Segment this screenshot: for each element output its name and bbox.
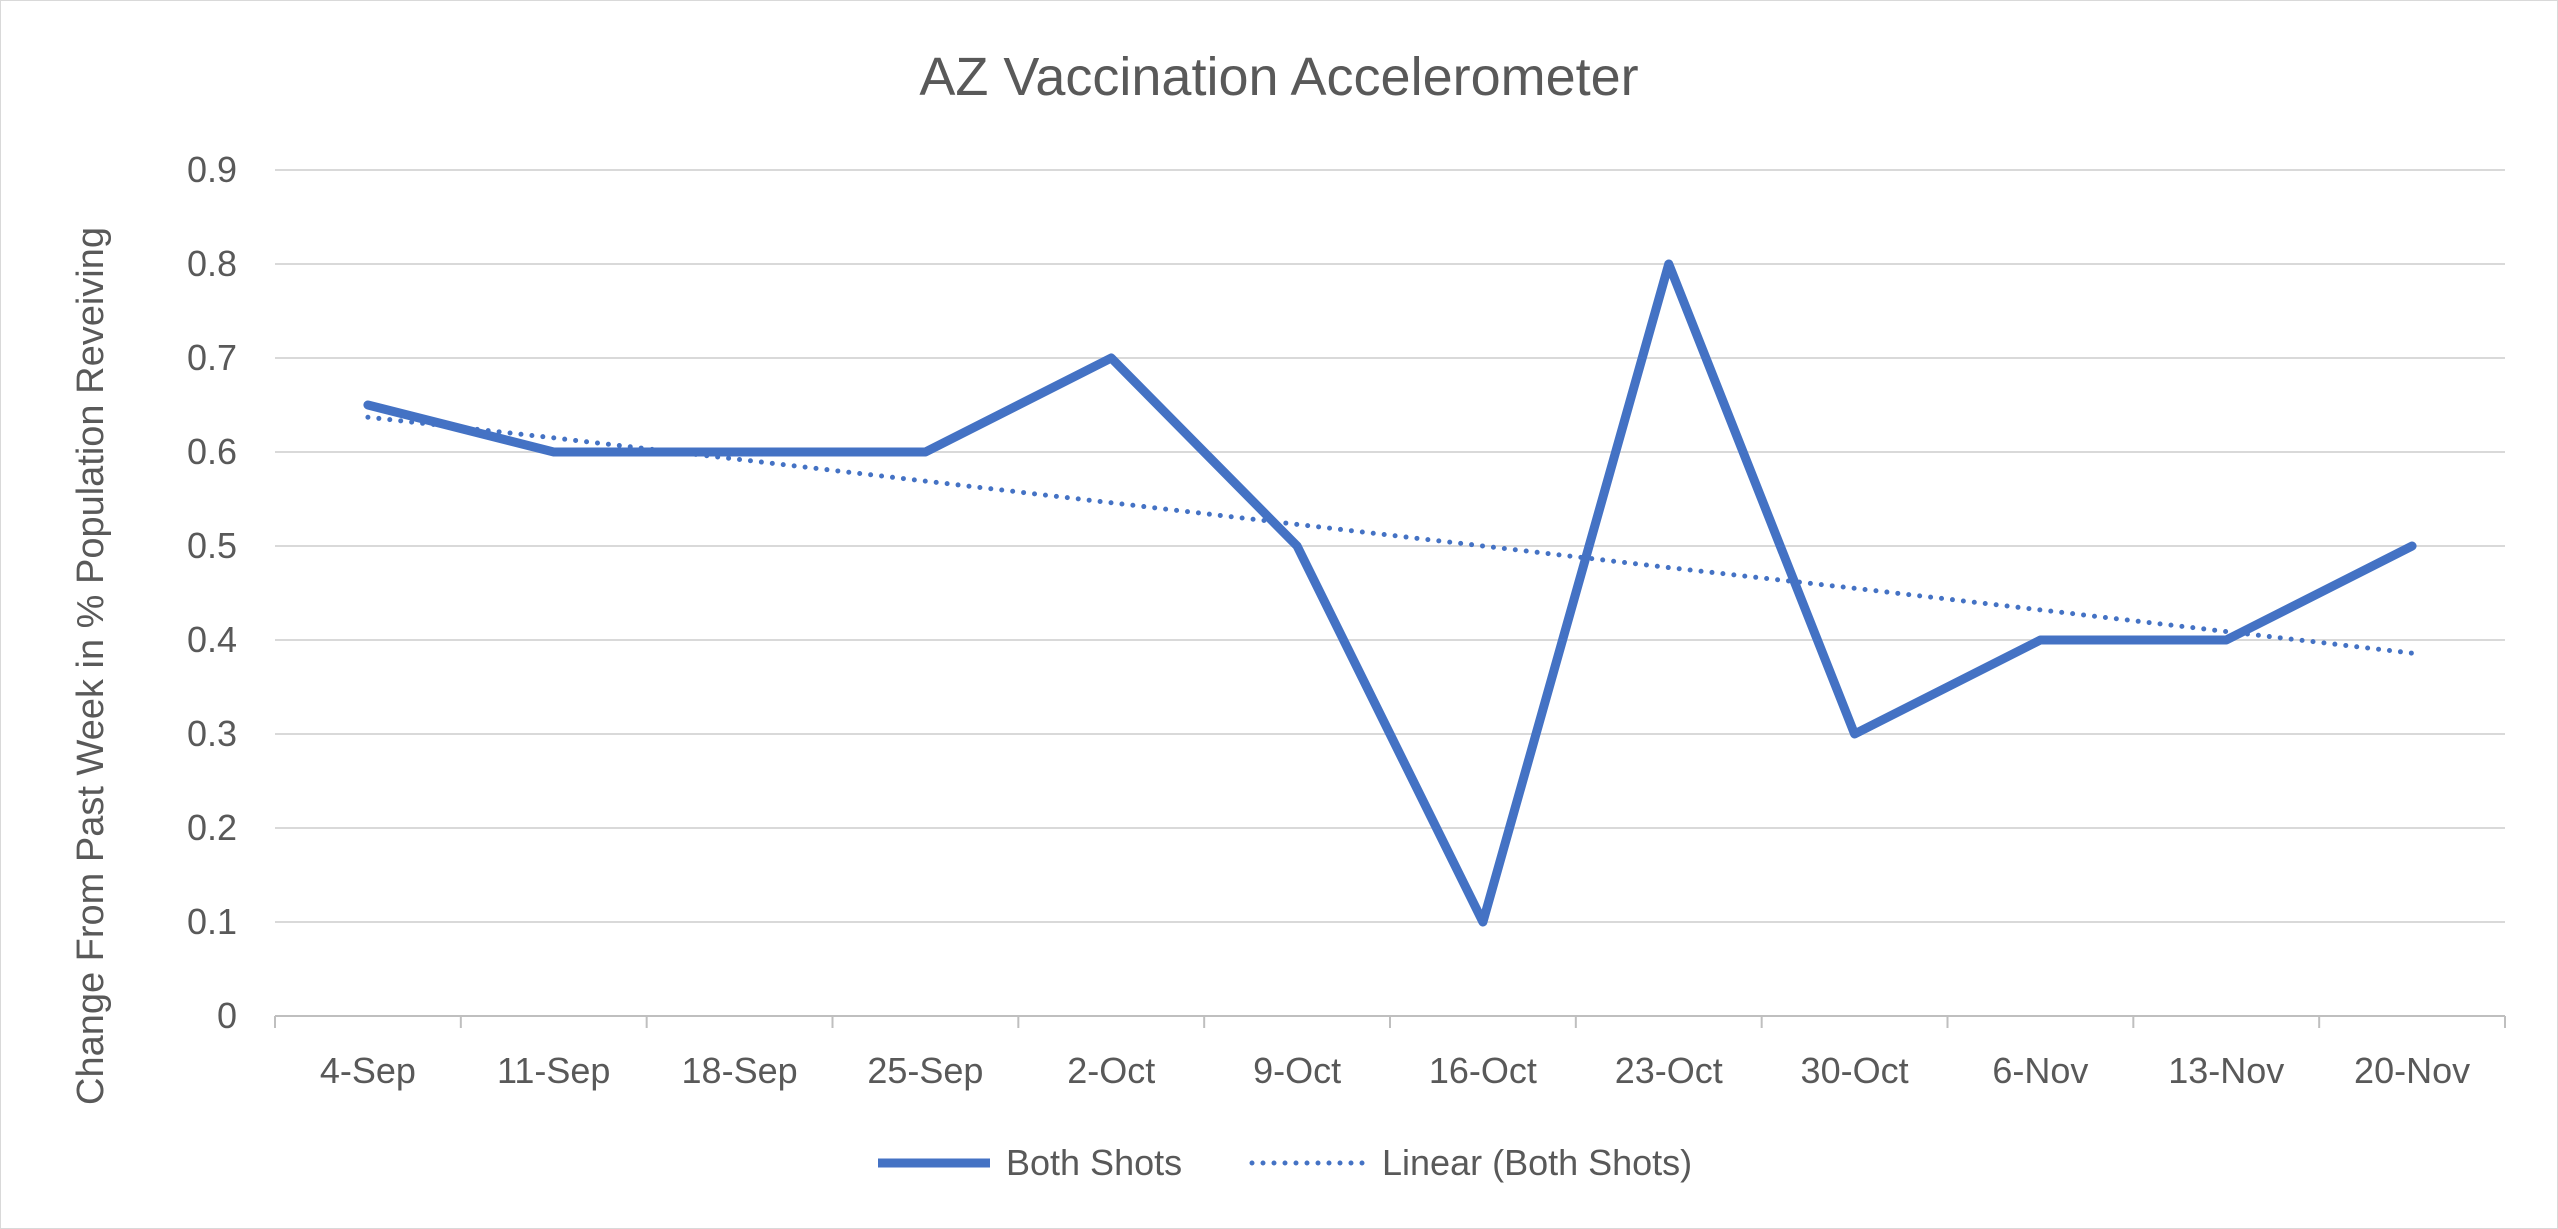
y-axis-title: Change From Past Week in % Population Re… (70, 227, 112, 1105)
y-tick-label: 0.9 (187, 149, 237, 190)
y-tick-label: 0 (217, 995, 237, 1036)
y-tick-label: 0.7 (187, 337, 237, 378)
y-tick-label: 0.1 (187, 901, 237, 942)
gridlines (275, 169, 2505, 923)
y-axis-tick-labels: 0 0.1 0.2 0.3 0.4 0.5 0.6 0.7 0.8 0.9 (187, 149, 237, 1036)
y-tick-label: 0.2 (187, 807, 237, 848)
x-axis: 4-Sep 11-Sep 18-Sep 25-Sep 2-Oct 9-Oct 16-Oct 2… (274, 1016, 2506, 1091)
legend-label: Both Shots (1006, 1142, 1182, 1183)
x-tick-label: 16-Oct (1429, 1050, 1537, 1091)
y-tick-label: 0.8 (187, 243, 237, 284)
x-tick-label: 11-Sep (497, 1050, 610, 1091)
x-tick-label: 13-Nov (2168, 1050, 2284, 1091)
x-tick-label: 25-Sep (867, 1050, 983, 1091)
legend-label: Linear (Both Shots) (1382, 1142, 1692, 1183)
legend: Both Shots Linear (Both Shots) (878, 1142, 1692, 1183)
x-tick-label: 20-Nov (2354, 1050, 2470, 1091)
y-tick-label: 0.4 (187, 619, 237, 660)
chart-title: AZ Vaccination Accelerometer (919, 47, 1638, 107)
y-tick-label: 0.6 (187, 431, 237, 472)
x-tick-label: 2-Oct (1067, 1050, 1155, 1091)
x-tick-label: 4-Sep (320, 1050, 416, 1091)
y-tick-label: 0.3 (187, 713, 237, 754)
x-tick-label: 23-Oct (1615, 1050, 1723, 1091)
series-layer (363, 259, 2417, 927)
y-tick-label: 0.5 (187, 525, 237, 566)
x-tick-label: 9-Oct (1253, 1050, 1341, 1091)
x-tick-label: 18-Sep (682, 1050, 798, 1091)
x-tick-label: 30-Oct (1801, 1050, 1909, 1091)
series-line-both-shots (363, 259, 2417, 927)
x-tick-label: 6-Nov (1992, 1050, 2088, 1091)
